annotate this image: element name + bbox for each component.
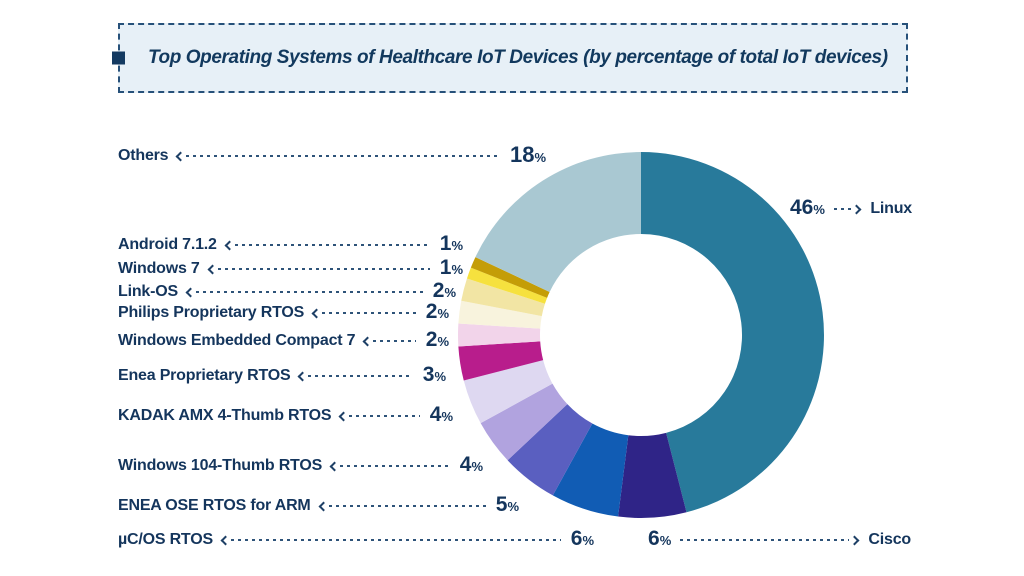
left-arrow-icon — [175, 151, 500, 161]
donut-chart — [451, 145, 831, 525]
callout-value: 2% — [425, 328, 449, 351]
callout-value: 2% — [432, 279, 456, 302]
left-arrow-icon — [224, 240, 430, 250]
callout-value: 2% — [425, 300, 449, 323]
left-arrow-icon — [318, 501, 486, 511]
callout-label: Windows 7 — [118, 260, 200, 277]
callout-android-712: Android 7.1.2 1% — [118, 232, 463, 257]
donut-segment-enea-proprietary-rtos[interactable] — [458, 341, 544, 381]
donut-segment-cisco[interactable] — [618, 432, 687, 519]
callout-label: KADAK AMX 4-Thumb RTOS — [118, 407, 332, 424]
left-arrow-icon — [311, 308, 416, 318]
left-arrow-icon — [338, 411, 420, 421]
callout-value: 4% — [459, 453, 483, 476]
callout-windows-embedded-compact-7: Windows Embedded Compact 7 2% — [118, 328, 449, 353]
callout-windows-7: Windows 7 1% — [118, 256, 463, 281]
donut-segment-enea-ose-rtos-for-arm[interactable] — [507, 404, 593, 496]
callout-value: 1% — [439, 256, 463, 279]
callout-value: 6% — [648, 527, 672, 550]
callout-uc-os-rtos: µC/OS RTOS 6% — [118, 527, 594, 552]
callout-philips-proprietary-rtos: Philips Proprietary RTOS 2% — [118, 300, 449, 325]
donut-chart-svg — [457, 152, 824, 519]
left-arrow-icon — [220, 535, 561, 545]
callout-value: 46% — [790, 196, 825, 219]
title-banner: Top Operating Systems of Healthcare IoT … — [112, 23, 908, 93]
donut-segment-others[interactable] — [475, 152, 641, 292]
callout-linux: 46% Linux — [790, 196, 912, 221]
callout-link-os: Link-OS 2% — [118, 279, 456, 304]
callout-kadak-amx-4-thumb-rtos: KADAK AMX 4-Thumb RTOS 4% — [118, 403, 453, 428]
callout-label: Philips Proprietary RTOS — [118, 304, 305, 321]
page-title: Top Operating Systems of Healthcare IoT … — [148, 47, 888, 68]
callout-others: Others 18% — [118, 141, 546, 168]
donut-segment-windows-104-thumb-rtos[interactable] — [480, 383, 568, 461]
right-arrow-icon — [833, 204, 862, 214]
left-arrow-icon — [207, 264, 430, 274]
callout-value: 18% — [509, 141, 546, 167]
callout-value: 6% — [570, 527, 594, 550]
donut-segment-windows-embedded-compact-7[interactable] — [457, 323, 541, 347]
donut-segment-link-os[interactable] — [461, 278, 545, 317]
callout-value: 5% — [495, 493, 519, 516]
callout-enea-proprietary-rtos: Enea Proprietary RTOS 3% — [118, 363, 446, 388]
callout-enea-ose-rtos-for-arm: ENEA OSE RTOS for ARM 5% — [118, 493, 519, 518]
donut-segment-kadak-amx-4-thumb-rtos[interactable] — [463, 360, 553, 424]
callout-label: Enea Proprietary RTOS — [118, 367, 291, 384]
callout-label: ENEA OSE RTOS for ARM — [118, 497, 311, 514]
callout-label: Link-OS — [118, 283, 178, 300]
right-arrow-icon — [680, 535, 860, 545]
callout-label: Others — [118, 147, 169, 164]
left-arrow-icon — [185, 287, 423, 297]
callout-label: Linux — [870, 200, 912, 217]
left-arrow-icon — [362, 336, 416, 346]
callout-label: Cisco — [868, 531, 911, 548]
title-bullet-square — [112, 51, 125, 65]
callout-cisco: 6% Cisco — [648, 527, 911, 552]
donut-segment-linux[interactable] — [641, 152, 824, 513]
callout-windows-104-thumb-rtos: Windows 104-Thumb RTOS 4% — [118, 453, 483, 478]
callout-label: Android 7.1.2 — [118, 236, 217, 253]
donut-segment-android-7-1-2[interactable] — [470, 257, 550, 298]
callout-value: 4% — [429, 403, 453, 426]
callout-label: Windows Embedded Compact 7 — [118, 332, 356, 349]
donut-segment-windows-7[interactable] — [466, 267, 548, 304]
callout-value: 1% — [439, 232, 463, 255]
left-arrow-icon — [298, 371, 413, 381]
callout-label: µC/OS RTOS — [118, 531, 213, 548]
left-arrow-icon — [329, 461, 450, 471]
donut-segment--c-os-rtos[interactable] — [552, 423, 629, 517]
donut-segment-philips-proprietary-rtos[interactable] — [458, 300, 542, 329]
callout-value: 3% — [422, 363, 446, 386]
callout-label: Windows 104-Thumb RTOS — [118, 457, 323, 474]
